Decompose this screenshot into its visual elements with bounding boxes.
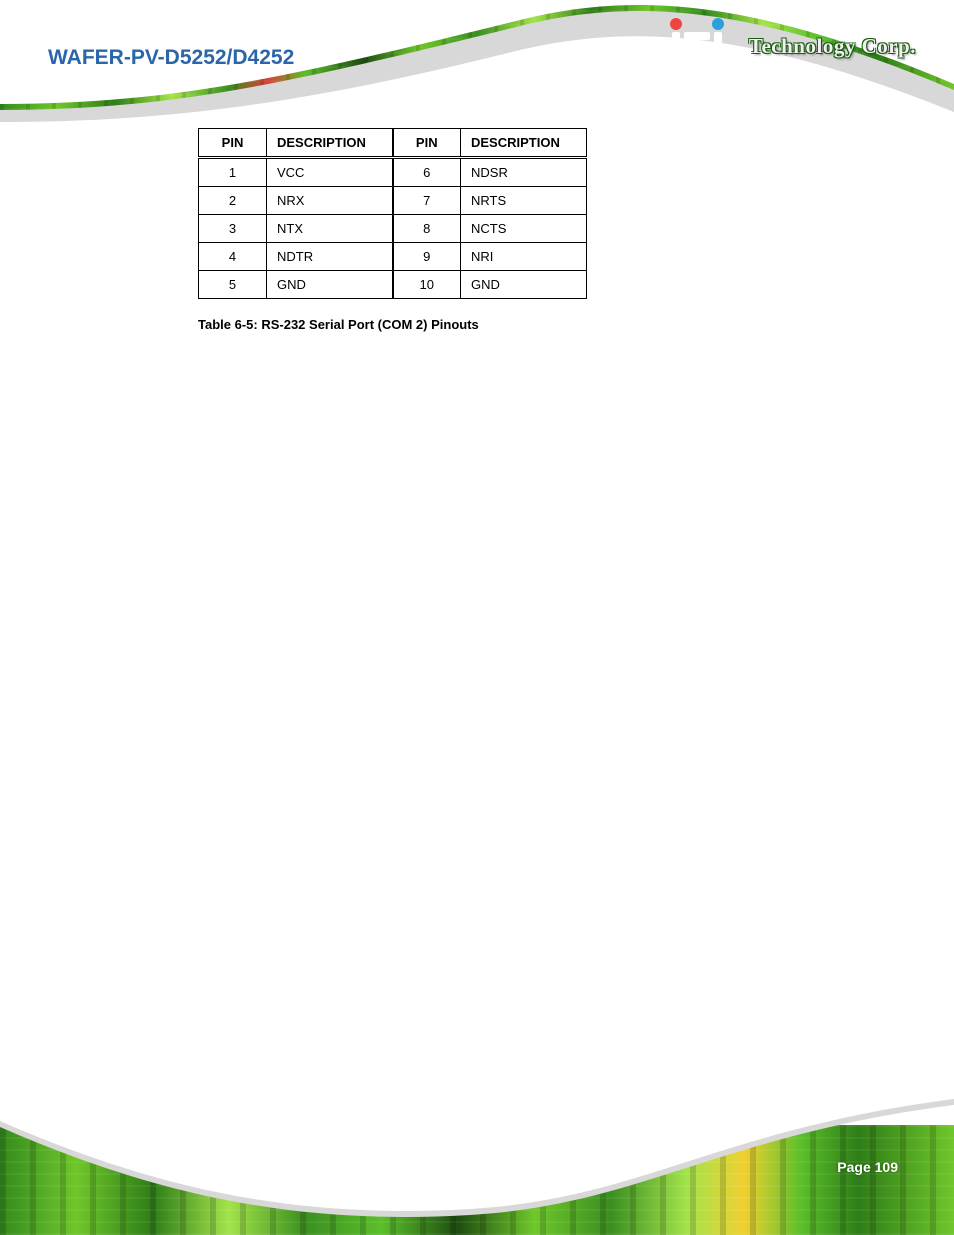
page-title: WAFER-PV-D5252/D4252 bbox=[48, 46, 294, 70]
registered-symbol: ® bbox=[728, 51, 739, 68]
pcb-background-bottom bbox=[0, 1125, 954, 1235]
table-row: 1 VCC 6 NDSR bbox=[199, 158, 587, 187]
cell: 5 bbox=[199, 271, 267, 299]
cell: GND bbox=[267, 271, 393, 299]
cell: NTX bbox=[267, 215, 393, 243]
cell: GND bbox=[461, 271, 587, 299]
th-desc-left: DESCRIPTION bbox=[267, 129, 393, 158]
cell: NRI bbox=[461, 243, 587, 271]
table-caption: Table 6-5: RS-232 Serial Port (COM 2) Pi… bbox=[198, 317, 479, 332]
cell: 1 bbox=[199, 158, 267, 187]
table-row: 2 NRX 7 NRTS bbox=[199, 187, 587, 215]
brand-logo-text: Technology Corp. bbox=[749, 34, 916, 59]
table-row: 5 GND 10 GND bbox=[199, 271, 587, 299]
cell: NDSR bbox=[461, 158, 587, 187]
cell: NRTS bbox=[461, 187, 587, 215]
cell: NDTR bbox=[267, 243, 393, 271]
page-label: Page 109 bbox=[837, 1159, 898, 1175]
brand-logo-mark bbox=[672, 22, 722, 70]
cell: 4 bbox=[199, 243, 267, 271]
table-header-row: PIN DESCRIPTION PIN DESCRIPTION bbox=[199, 129, 587, 158]
cell: 2 bbox=[199, 187, 267, 215]
th-pin-right: PIN bbox=[393, 129, 461, 158]
cell: NRX bbox=[267, 187, 393, 215]
cell: NCTS bbox=[461, 215, 587, 243]
th-desc-right: DESCRIPTION bbox=[461, 129, 587, 158]
brand-logo: ® Technology Corp. bbox=[672, 22, 916, 70]
cell: 6 bbox=[393, 158, 461, 187]
cell: 8 bbox=[393, 215, 461, 243]
cell: 9 bbox=[393, 243, 461, 271]
table-row: 3 NTX 8 NCTS bbox=[199, 215, 587, 243]
th-pin-left: PIN bbox=[199, 129, 267, 158]
cell: VCC bbox=[267, 158, 393, 187]
cell: 10 bbox=[393, 271, 461, 299]
cell: 7 bbox=[393, 187, 461, 215]
table-row: 4 NDTR 9 NRI bbox=[199, 243, 587, 271]
cell: 3 bbox=[199, 215, 267, 243]
bottom-banner: Page 109 bbox=[0, 1105, 954, 1235]
pinout-table: PIN DESCRIPTION PIN DESCRIPTION 1 VCC 6 … bbox=[198, 128, 587, 299]
